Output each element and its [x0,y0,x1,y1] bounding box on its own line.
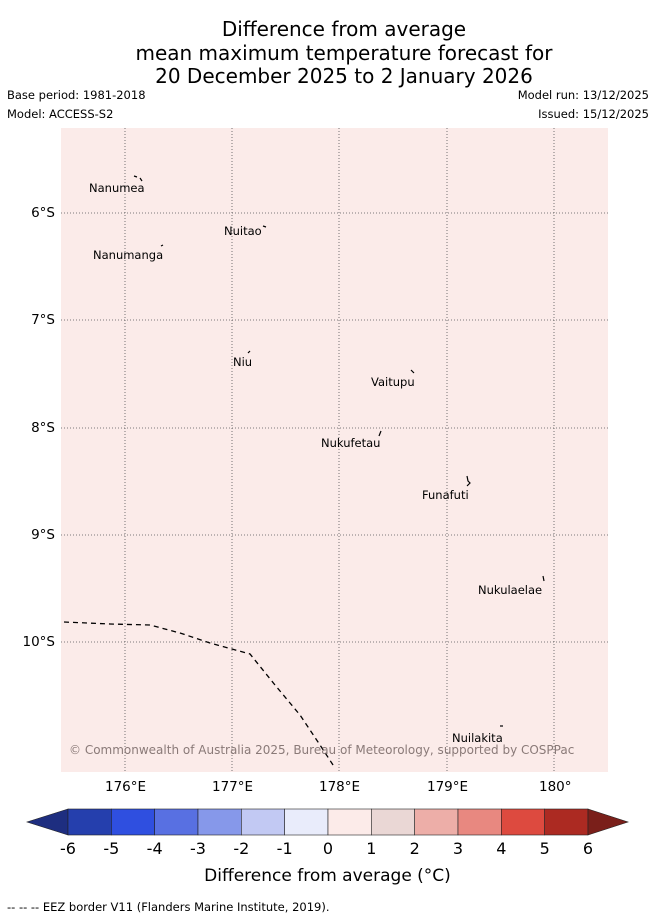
colorbar-segment [327,808,372,836]
place-label: Nuitao [224,224,262,238]
colorbar-segment [501,808,545,836]
colorbar-segment [241,808,285,836]
place-label: Nuilakita [452,731,503,745]
colorbar-tick: 5 [539,839,550,858]
title-line-3: 20 December 2025 to 2 January 2026 [155,64,533,88]
colorbar-tick: 0 [322,839,334,858]
colorbar-tick: 3 [452,839,464,858]
colorbar-extend-high [587,808,629,836]
colorbar-tick: -5 [103,839,120,858]
lat-tick: 9°S [31,527,55,543]
colorbar-tick: 1 [366,839,377,858]
eez-legend: -- -- -- EEZ border V11 (Flanders Marine… [7,900,330,914]
lon-tick: 180° [539,779,572,795]
model-run: Model run: 13/12/2025 [517,88,649,102]
place-label: Vaitupu [371,375,415,389]
graticule [61,128,608,772]
colorbar-tick: 4 [496,839,507,858]
colorbar-tick: -2 [233,839,250,858]
lon-tick: 178°E [319,779,361,795]
lat-tick: 6°S [31,205,55,221]
place-label: Nanumea [89,181,145,195]
islands [133,175,545,727]
colorbar-segment [457,808,502,836]
colorbar-segment [371,808,415,836]
colorbar-segment [414,808,459,836]
colorbar-label: Difference from average (°C) [204,866,451,886]
place-label: Niu [233,355,253,369]
colorbar-tick: -3 [190,839,206,858]
copyright-notice: © Commonwealth of Australia 2025, Bureau… [69,743,575,757]
colorbar-tick: -6 [60,839,76,858]
colorbar-tick: -4 [146,839,163,858]
colorbar-segment [544,808,589,836]
place-label: Nukufetau [321,436,381,450]
lon-tick: 176°E [105,779,147,795]
eez-border [63,621,336,769]
colorbar-segment [197,808,242,836]
colorbar-segment [284,808,329,836]
place-label: Nukulaelae [478,583,543,597]
model-name: Model: ACCESS-S2 [7,107,114,121]
lat-tick: 10°S [22,634,56,650]
title-line-1: Difference from average [221,17,467,41]
colorbar-segment [154,808,199,836]
lat-tick: 7°S [31,312,55,328]
colorbar-tick: 6 [582,839,594,858]
colorbar-tick: -1 [276,839,293,858]
colorbar [26,808,629,836]
base-period: Base period: 1981-2018 [7,88,146,102]
colorbar-segment [67,808,112,836]
colorbar-extend-low [26,808,69,836]
lon-tick: 177°E [212,779,254,795]
colorbar-tick: 2 [409,839,420,858]
map-title: Difference from average mean maximum tem… [0,17,655,89]
place-label: Funafuti [422,488,469,502]
issued-date: Issued: 15/12/2025 [538,107,649,121]
map-area [61,128,608,772]
place-label: Nanumanga [93,248,164,262]
lat-tick: 8°S [31,420,55,436]
title-line-2: mean maximum temperature forecast for [135,40,553,65]
colorbar-segment [111,808,155,836]
lon-tick: 179°E [427,779,469,795]
